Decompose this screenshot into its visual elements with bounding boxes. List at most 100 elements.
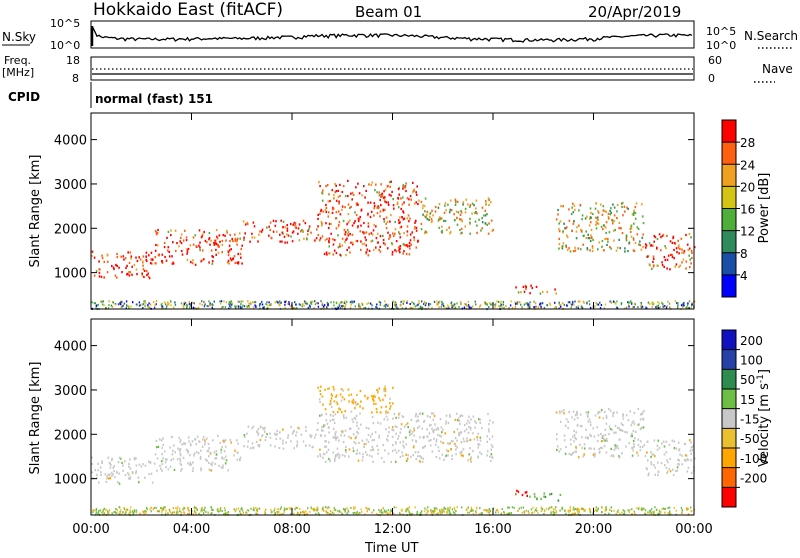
echo-cell bbox=[612, 300, 615, 303]
echo-cell bbox=[138, 301, 141, 304]
echo-cell bbox=[419, 460, 421, 463]
echo-cell bbox=[621, 232, 624, 235]
echo-cell bbox=[91, 462, 93, 466]
echo-cell bbox=[662, 440, 665, 443]
echo-cell bbox=[135, 472, 137, 475]
echo-cell bbox=[237, 507, 240, 510]
echo-cell bbox=[338, 224, 340, 227]
echo-cell bbox=[403, 425, 406, 429]
echo-cell bbox=[295, 307, 298, 309]
echo-cell bbox=[665, 247, 667, 250]
echo-cell bbox=[440, 217, 443, 220]
echo-cell bbox=[187, 462, 189, 465]
echo-cell bbox=[385, 405, 387, 408]
echo-cell bbox=[237, 262, 240, 265]
echo-cell bbox=[214, 462, 217, 465]
echo-cell bbox=[569, 510, 571, 512]
echo-cell bbox=[410, 243, 413, 246]
echo-cell bbox=[425, 231, 428, 234]
echo-cell bbox=[431, 209, 433, 212]
echo-cell bbox=[243, 236, 245, 239]
echo-cell bbox=[161, 460, 163, 463]
echo-cell bbox=[253, 236, 256, 239]
echo-cell bbox=[332, 436, 334, 439]
echo-cell bbox=[555, 506, 557, 509]
echo-cell bbox=[448, 305, 450, 308]
echo-cell bbox=[388, 237, 390, 240]
echo-cell bbox=[469, 204, 472, 207]
echo-cell bbox=[601, 440, 603, 443]
echo-cell bbox=[496, 300, 498, 303]
echo-cell bbox=[676, 466, 679, 469]
echo-cell bbox=[395, 240, 398, 243]
echo-cell bbox=[639, 240, 641, 243]
echo-cell bbox=[409, 247, 411, 250]
echo-cell bbox=[385, 412, 387, 415]
echo-cell bbox=[234, 449, 236, 452]
echo-cell bbox=[190, 261, 192, 264]
echo-cell bbox=[419, 436, 421, 439]
echo-cell bbox=[379, 511, 381, 513]
echo-cell bbox=[210, 249, 213, 252]
echo-cell bbox=[469, 447, 471, 450]
echo-cell bbox=[648, 242, 651, 245]
echo-cell bbox=[125, 508, 128, 511]
echo-cell bbox=[173, 468, 176, 471]
echo-cell bbox=[163, 450, 166, 453]
echo-cell bbox=[269, 304, 271, 307]
echo-cell bbox=[275, 437, 278, 440]
echo-cell bbox=[537, 511, 539, 514]
echo-cell bbox=[168, 255, 171, 258]
echo-cell bbox=[247, 425, 250, 428]
echo-cell bbox=[564, 424, 567, 427]
echo-cell bbox=[362, 452, 364, 456]
echo-cell bbox=[641, 203, 643, 206]
echo-cell bbox=[667, 507, 669, 509]
echo-cell bbox=[371, 511, 373, 514]
echo-cell bbox=[439, 300, 441, 303]
echo-cell bbox=[162, 508, 165, 511]
echo-cell bbox=[317, 225, 319, 228]
echo-cell bbox=[597, 434, 600, 437]
echo-cell bbox=[573, 429, 575, 432]
echo-cell bbox=[569, 508, 571, 511]
echo-cell bbox=[401, 415, 404, 418]
echo-cell bbox=[524, 491, 527, 494]
echo-cell bbox=[398, 231, 400, 234]
echo-cell bbox=[344, 241, 346, 244]
echo-cell bbox=[261, 434, 264, 437]
echo-cell bbox=[363, 231, 366, 234]
echo-cell bbox=[572, 211, 575, 214]
echo-cell bbox=[436, 508, 438, 511]
echo-cell bbox=[457, 211, 460, 214]
echo-cell bbox=[145, 510, 147, 513]
echo-cell bbox=[558, 230, 561, 233]
echo-cell bbox=[353, 222, 355, 225]
echo-cell bbox=[296, 445, 298, 448]
x-tick-label: 00:00 bbox=[675, 522, 712, 537]
echo-cell bbox=[604, 428, 607, 431]
echo-cell bbox=[354, 220, 356, 223]
echo-cell bbox=[331, 307, 334, 310]
echo-cell bbox=[459, 228, 461, 232]
echo-cell bbox=[637, 407, 640, 411]
echo-cell bbox=[222, 305, 224, 308]
echo-cell bbox=[356, 511, 358, 514]
echo-cell bbox=[348, 435, 350, 438]
echo-cell bbox=[502, 303, 504, 306]
echo-cell bbox=[579, 203, 582, 207]
echo-cell bbox=[95, 509, 97, 512]
echo-cell bbox=[218, 464, 220, 467]
echo-cell bbox=[661, 261, 663, 264]
echo-cell bbox=[415, 226, 418, 229]
echo-cell bbox=[612, 414, 614, 418]
echo-cell bbox=[209, 304, 211, 307]
echo-cell bbox=[290, 425, 292, 429]
echo-cell bbox=[431, 412, 433, 415]
echo-cell bbox=[652, 301, 654, 304]
echo-cell bbox=[604, 303, 607, 306]
echo-cell bbox=[475, 207, 477, 210]
echo-cell bbox=[372, 422, 375, 425]
echo-cell bbox=[127, 472, 129, 475]
echo-cell bbox=[533, 493, 536, 496]
